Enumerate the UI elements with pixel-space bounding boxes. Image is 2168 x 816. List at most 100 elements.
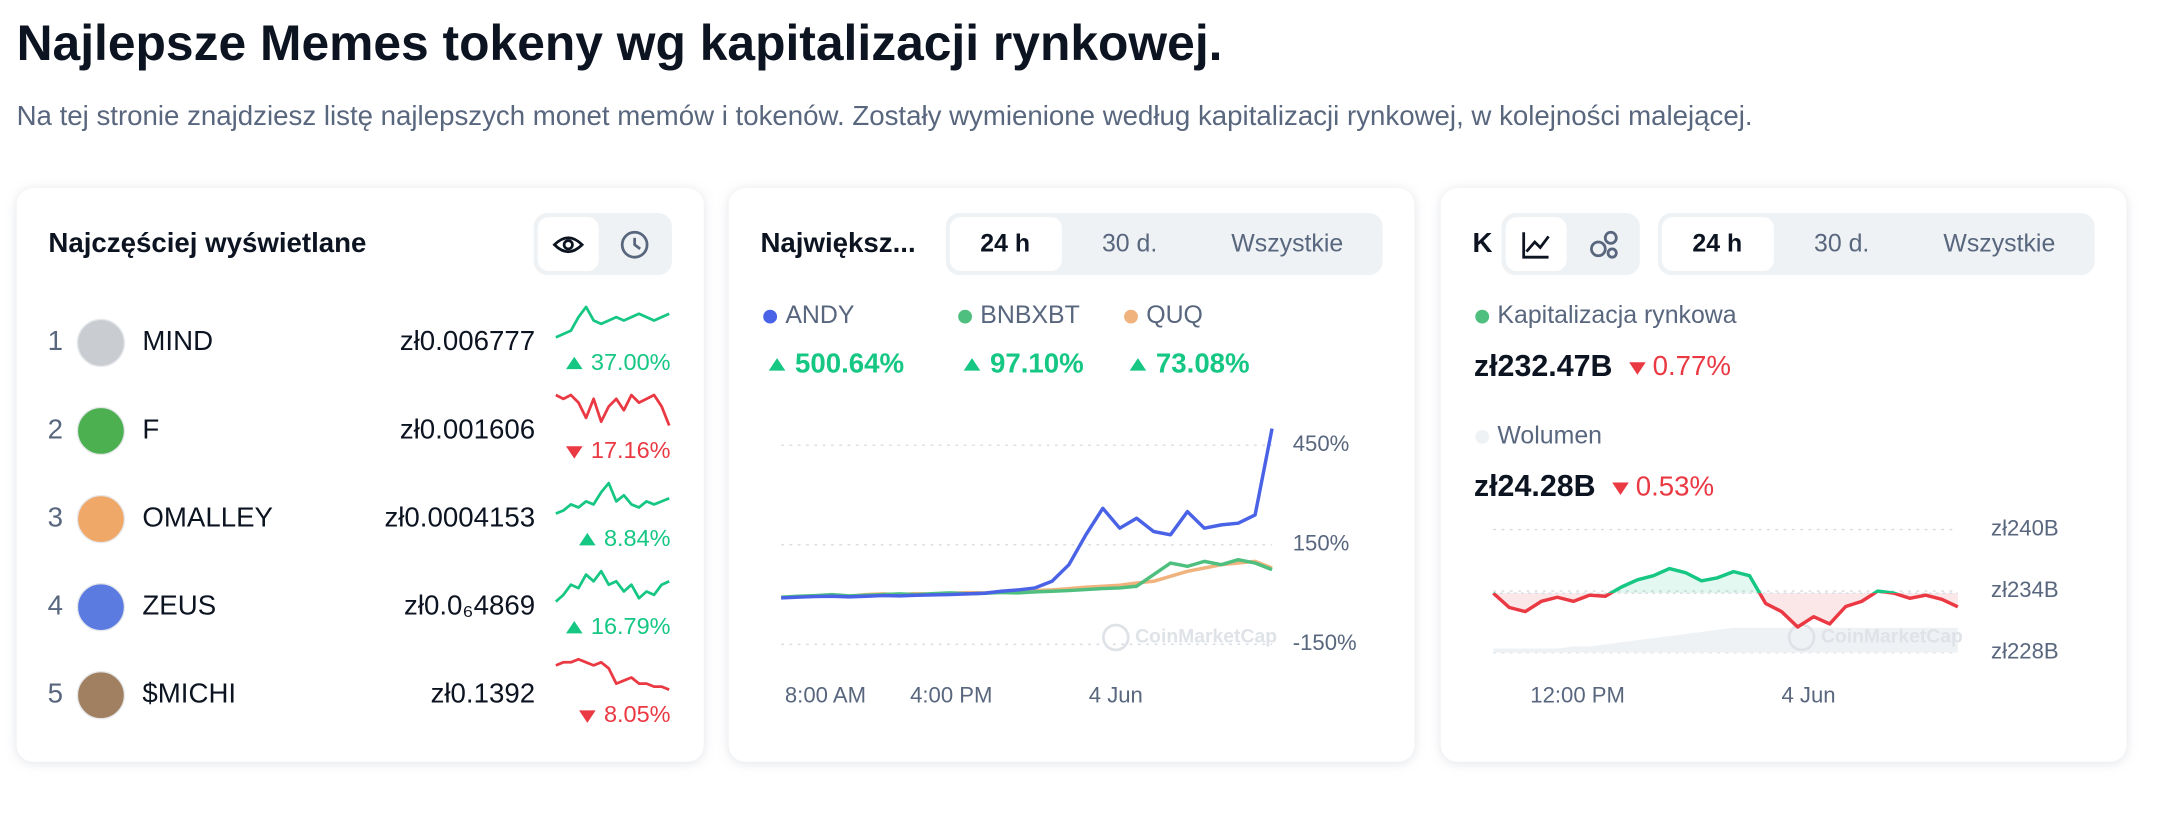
series-change: 97.10% bbox=[990, 347, 1084, 378]
token-avatar bbox=[76, 582, 126, 632]
watermark-logo bbox=[1101, 623, 1130, 652]
metric-label: Kapitalizacja rynkowa bbox=[1497, 301, 1736, 329]
change-triangle bbox=[1129, 358, 1147, 371]
change-triangle bbox=[579, 710, 596, 723]
token-name: F bbox=[142, 413, 159, 444]
legend-dot bbox=[1124, 309, 1138, 324]
metric-change: 0.53% bbox=[1636, 470, 1714, 501]
line-chart-icon bbox=[1522, 232, 1550, 259]
legend-label: QUQ bbox=[1146, 301, 1203, 329]
series-change: 73.08% bbox=[1156, 347, 1250, 378]
metric-value: zł232.47B bbox=[1474, 349, 1613, 383]
change-triangle bbox=[963, 358, 981, 371]
tab[interactable]: 30 d. bbox=[1102, 229, 1157, 257]
token-change: 16.79% bbox=[591, 613, 671, 639]
clock-icon bbox=[620, 230, 649, 259]
watermark: CoinMarketCap bbox=[1821, 626, 1963, 648]
y-tick-label: 450% bbox=[1293, 431, 1350, 456]
metric-dot bbox=[1475, 309, 1490, 324]
rank: 3 bbox=[48, 501, 63, 532]
metric-change: 0.77% bbox=[1653, 350, 1731, 381]
token-avatar bbox=[76, 406, 126, 456]
y-tick-label: zł240B bbox=[1991, 515, 2059, 540]
sparkline bbox=[555, 305, 670, 339]
area-up bbox=[1493, 568, 1958, 594]
series-change: 500.64% bbox=[795, 347, 904, 378]
change-triangle bbox=[768, 358, 786, 371]
x-tick-label: 12:00 PM bbox=[1530, 683, 1625, 708]
token-change: 17.16% bbox=[591, 437, 671, 463]
card-title: Najczęściej wyświetlane bbox=[48, 227, 366, 258]
card bbox=[16, 188, 704, 762]
card-title: K bbox=[1473, 227, 1493, 258]
tab[interactable]: 30 d. bbox=[1814, 229, 1869, 257]
rank: 5 bbox=[48, 678, 63, 709]
token-avatar bbox=[76, 494, 126, 544]
x-tick-label: 4 Jun bbox=[1089, 683, 1143, 708]
toggle-eye[interactable] bbox=[537, 217, 599, 272]
change-triangle bbox=[565, 356, 583, 370]
sparkline bbox=[555, 393, 671, 426]
change-triangle bbox=[1629, 362, 1646, 375]
x-tick-label: 8:00 AM bbox=[785, 683, 866, 708]
volume-area bbox=[1493, 627, 1958, 653]
page-title: Najlepsze Memes tokeny wg kapitalizacji … bbox=[17, 15, 1223, 71]
tab[interactable]: Wszystkie bbox=[1231, 229, 1343, 257]
token-name: OMALLEY bbox=[142, 501, 273, 532]
card-title: Największ... bbox=[760, 227, 915, 258]
metric-value: zł24.28B bbox=[1474, 469, 1596, 503]
sparkline bbox=[554, 569, 670, 603]
price-line-up bbox=[1493, 566, 1900, 594]
legend-label: BNBXBT bbox=[980, 301, 1080, 329]
bubble-icon bbox=[1590, 230, 1618, 259]
area-down bbox=[1493, 593, 1958, 627]
card bbox=[728, 188, 1415, 762]
price-line-down bbox=[1492, 593, 1959, 629]
x-tick-label: 4 Jun bbox=[1781, 683, 1835, 708]
legend-dot bbox=[958, 309, 973, 324]
legend-dot bbox=[763, 309, 778, 324]
token-change: 8.84% bbox=[604, 525, 671, 551]
token-price: zł0.0₆4869 bbox=[404, 589, 535, 620]
token-change: 37.00% bbox=[591, 349, 671, 375]
token-price: zł0.1392 bbox=[431, 678, 536, 709]
tab[interactable]: 24 h bbox=[1692, 229, 1742, 257]
token-price: zł0.006777 bbox=[400, 325, 535, 356]
token-change: 8.05% bbox=[604, 701, 671, 727]
tab-active bbox=[949, 217, 1062, 272]
y-tick-label: -150% bbox=[1293, 630, 1357, 655]
token-name: MIND bbox=[142, 325, 213, 356]
change-triangle bbox=[579, 532, 596, 546]
token-name: $MICHI bbox=[142, 678, 236, 709]
token-name: ZEUS bbox=[142, 589, 216, 620]
y-tick-label: zł234B bbox=[1991, 577, 2059, 602]
change-triangle bbox=[565, 620, 583, 634]
x-tick-label: 4:00 PM bbox=[910, 683, 992, 708]
change-triangle bbox=[1612, 482, 1629, 496]
token-avatar bbox=[76, 671, 126, 720]
rank: 1 bbox=[48, 325, 63, 356]
y-tick-label: zł228B bbox=[1991, 638, 2059, 663]
rank: 2 bbox=[48, 413, 63, 444]
sparkline bbox=[555, 481, 670, 515]
metric-dot bbox=[1475, 430, 1490, 444]
sparkline bbox=[555, 657, 670, 691]
tab[interactable]: Wszystkie bbox=[1943, 229, 2055, 257]
change-triangle bbox=[565, 446, 583, 459]
card bbox=[1440, 188, 2127, 762]
eye-icon bbox=[552, 236, 585, 254]
token-avatar bbox=[76, 318, 126, 368]
metric-label: Wolumen bbox=[1497, 422, 1602, 450]
tab-active bbox=[1661, 217, 1774, 272]
legend-label: ANDY bbox=[785, 301, 855, 329]
tab[interactable]: 24 h bbox=[980, 229, 1030, 257]
token-price: zł0.001606 bbox=[400, 413, 535, 444]
series-line bbox=[781, 428, 1274, 600]
page-subtitle: Na tej stronie znajdziesz listę najlepsz… bbox=[17, 100, 1753, 131]
watermark: CoinMarketCap bbox=[1135, 626, 1277, 648]
y-tick-label: 150% bbox=[1293, 531, 1350, 556]
rank: 4 bbox=[48, 589, 63, 620]
token-price: zł0.0004153 bbox=[384, 501, 535, 532]
